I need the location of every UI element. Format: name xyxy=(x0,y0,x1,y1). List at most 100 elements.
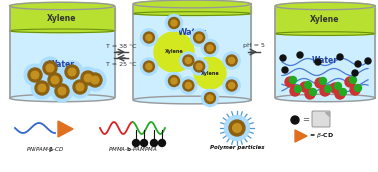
Text: PNIPAM-$\bf{\beta}$-CD: PNIPAM-$\bf{\beta}$-CD xyxy=(26,145,64,154)
Polygon shape xyxy=(325,112,329,116)
Circle shape xyxy=(232,124,242,132)
Polygon shape xyxy=(295,130,307,142)
Polygon shape xyxy=(9,29,115,33)
Circle shape xyxy=(183,55,194,66)
Circle shape xyxy=(280,55,286,61)
Circle shape xyxy=(140,29,157,46)
Circle shape xyxy=(355,84,361,92)
Circle shape xyxy=(180,52,197,69)
Circle shape xyxy=(51,76,59,84)
Circle shape xyxy=(81,71,95,85)
Polygon shape xyxy=(133,12,251,15)
Circle shape xyxy=(285,77,295,87)
Circle shape xyxy=(204,42,215,53)
Circle shape xyxy=(291,116,299,124)
Circle shape xyxy=(48,73,62,87)
Circle shape xyxy=(225,116,249,140)
Polygon shape xyxy=(133,0,251,8)
Circle shape xyxy=(352,70,358,76)
Circle shape xyxy=(330,83,340,93)
Circle shape xyxy=(46,64,54,72)
Circle shape xyxy=(77,67,99,89)
Circle shape xyxy=(319,78,327,84)
Circle shape xyxy=(24,64,46,86)
Circle shape xyxy=(324,85,332,93)
Circle shape xyxy=(194,57,226,89)
Circle shape xyxy=(61,61,83,83)
Circle shape xyxy=(143,61,154,72)
Circle shape xyxy=(55,84,69,98)
Circle shape xyxy=(229,120,245,136)
Circle shape xyxy=(143,32,154,43)
Circle shape xyxy=(196,63,202,69)
Circle shape xyxy=(223,52,240,69)
Polygon shape xyxy=(275,94,375,102)
Circle shape xyxy=(201,40,218,57)
Text: Xylene: Xylene xyxy=(47,14,77,23)
Circle shape xyxy=(91,76,99,84)
Text: T = 38 °C: T = 38 °C xyxy=(106,44,136,49)
Text: T = 25 °C: T = 25 °C xyxy=(106,62,136,67)
Circle shape xyxy=(320,86,330,96)
Circle shape xyxy=(76,83,84,91)
Circle shape xyxy=(201,89,218,106)
Circle shape xyxy=(31,77,53,99)
Circle shape xyxy=(58,87,66,95)
Circle shape xyxy=(133,139,139,147)
Polygon shape xyxy=(9,94,115,102)
Circle shape xyxy=(51,80,73,102)
Circle shape xyxy=(141,139,147,147)
Circle shape xyxy=(290,86,300,96)
Text: Water: Water xyxy=(178,28,206,37)
Circle shape xyxy=(65,65,79,79)
Circle shape xyxy=(28,68,42,82)
Circle shape xyxy=(73,80,87,94)
Circle shape xyxy=(39,57,61,79)
Circle shape xyxy=(84,69,106,91)
Circle shape xyxy=(150,139,158,147)
Circle shape xyxy=(339,89,347,95)
Circle shape xyxy=(183,80,194,91)
Circle shape xyxy=(185,57,191,63)
Polygon shape xyxy=(133,96,251,104)
Text: = $\beta$-CD: = $\beta$-CD xyxy=(309,132,335,141)
Circle shape xyxy=(305,82,311,89)
Circle shape xyxy=(194,61,204,72)
Circle shape xyxy=(207,45,213,51)
Circle shape xyxy=(191,29,208,46)
Circle shape xyxy=(350,77,356,83)
Circle shape xyxy=(154,32,194,72)
Circle shape xyxy=(191,58,208,75)
Circle shape xyxy=(38,84,46,92)
Circle shape xyxy=(196,34,202,41)
Circle shape xyxy=(335,83,341,89)
Circle shape xyxy=(171,20,177,26)
Circle shape xyxy=(185,83,191,89)
Circle shape xyxy=(88,73,102,87)
Circle shape xyxy=(204,93,215,104)
Circle shape xyxy=(300,82,310,92)
Circle shape xyxy=(43,61,57,75)
Text: Water: Water xyxy=(49,60,75,69)
Circle shape xyxy=(68,68,76,76)
Text: Xylene: Xylene xyxy=(310,15,340,24)
Text: Xylene: Xylene xyxy=(201,71,219,76)
Circle shape xyxy=(166,72,183,89)
Circle shape xyxy=(194,32,204,43)
Circle shape xyxy=(31,71,39,79)
Text: PMMA-$\bf{b}$-PAMPMA: PMMA-$\bf{b}$-PAMPMA xyxy=(108,145,158,153)
Polygon shape xyxy=(9,2,115,10)
Circle shape xyxy=(337,54,343,60)
Circle shape xyxy=(158,139,166,147)
Circle shape xyxy=(166,14,183,31)
Circle shape xyxy=(350,85,360,95)
Text: Polymer particles: Polymer particles xyxy=(210,145,264,150)
Circle shape xyxy=(315,59,321,65)
Circle shape xyxy=(84,74,92,82)
Circle shape xyxy=(207,95,213,101)
Polygon shape xyxy=(58,121,73,137)
Circle shape xyxy=(35,81,49,95)
Circle shape xyxy=(171,78,177,84)
Circle shape xyxy=(345,77,355,87)
Text: pH = 5: pH = 5 xyxy=(243,44,265,49)
